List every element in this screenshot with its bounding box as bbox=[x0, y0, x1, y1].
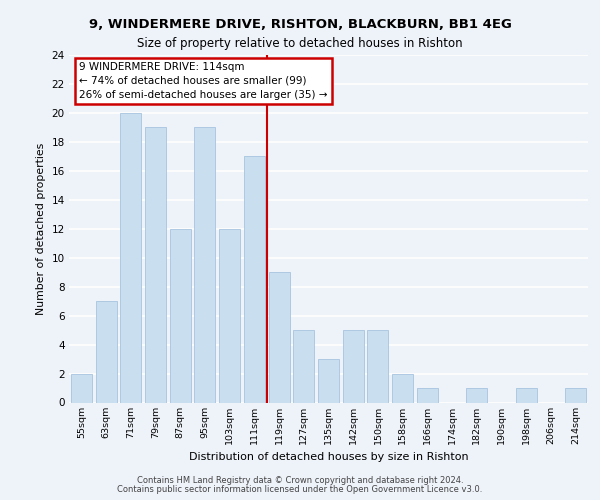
Bar bbox=[293, 330, 314, 402]
Text: 9, WINDERMERE DRIVE, RISHTON, BLACKBURN, BB1 4EG: 9, WINDERMERE DRIVE, RISHTON, BLACKBURN,… bbox=[89, 18, 511, 30]
Bar bbox=[343, 330, 364, 402]
Text: Contains public sector information licensed under the Open Government Licence v3: Contains public sector information licen… bbox=[118, 485, 482, 494]
Text: Size of property relative to detached houses in Rishton: Size of property relative to detached ho… bbox=[137, 38, 463, 51]
Text: Contains HM Land Registry data © Crown copyright and database right 2024.: Contains HM Land Registry data © Crown c… bbox=[137, 476, 463, 485]
Bar bbox=[95, 301, 116, 402]
Text: 9 WINDERMERE DRIVE: 114sqm
← 74% of detached houses are smaller (99)
26% of semi: 9 WINDERMERE DRIVE: 114sqm ← 74% of deta… bbox=[79, 62, 328, 100]
Bar bbox=[565, 388, 586, 402]
Bar bbox=[367, 330, 388, 402]
X-axis label: Distribution of detached houses by size in Rishton: Distribution of detached houses by size … bbox=[188, 452, 469, 462]
Bar bbox=[194, 128, 215, 402]
Bar bbox=[120, 113, 141, 403]
Bar bbox=[269, 272, 290, 402]
Bar bbox=[170, 229, 191, 402]
Bar bbox=[318, 359, 339, 403]
Bar bbox=[466, 388, 487, 402]
Bar bbox=[219, 229, 240, 402]
Bar bbox=[516, 388, 537, 402]
Bar bbox=[392, 374, 413, 402]
Bar bbox=[145, 128, 166, 402]
Y-axis label: Number of detached properties: Number of detached properties bbox=[36, 142, 46, 315]
Bar bbox=[417, 388, 438, 402]
Bar bbox=[244, 156, 265, 402]
Bar bbox=[71, 374, 92, 402]
